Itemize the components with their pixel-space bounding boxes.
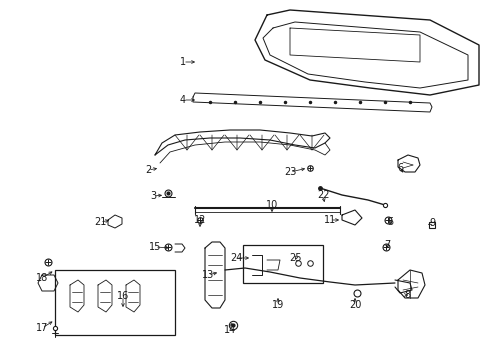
Text: 21: 21 <box>94 217 106 227</box>
Text: 6: 6 <box>396 163 402 173</box>
Text: 12: 12 <box>193 215 206 225</box>
Text: 15: 15 <box>148 242 161 252</box>
Text: 20: 20 <box>348 300 361 310</box>
Text: 9: 9 <box>428 218 434 228</box>
Text: 4: 4 <box>180 95 185 105</box>
Text: 1: 1 <box>180 57 185 67</box>
Text: 14: 14 <box>224 325 236 335</box>
Text: 23: 23 <box>283 167 296 177</box>
Text: 25: 25 <box>289 253 302 263</box>
Text: 16: 16 <box>117 291 129 301</box>
Text: 18: 18 <box>36 273 48 283</box>
Text: 5: 5 <box>386 217 392 227</box>
Text: 13: 13 <box>202 270 214 280</box>
Text: 8: 8 <box>403 290 409 300</box>
Text: 19: 19 <box>271 300 284 310</box>
Text: 24: 24 <box>229 253 242 263</box>
Text: 11: 11 <box>323 215 335 225</box>
Text: 22: 22 <box>316 190 328 200</box>
Text: 2: 2 <box>144 165 151 175</box>
Bar <box>55 270 175 335</box>
Text: 3: 3 <box>150 191 156 201</box>
Text: 10: 10 <box>265 200 278 210</box>
Bar <box>243 245 323 283</box>
Text: 17: 17 <box>36 323 48 333</box>
Text: 7: 7 <box>383 240 389 250</box>
